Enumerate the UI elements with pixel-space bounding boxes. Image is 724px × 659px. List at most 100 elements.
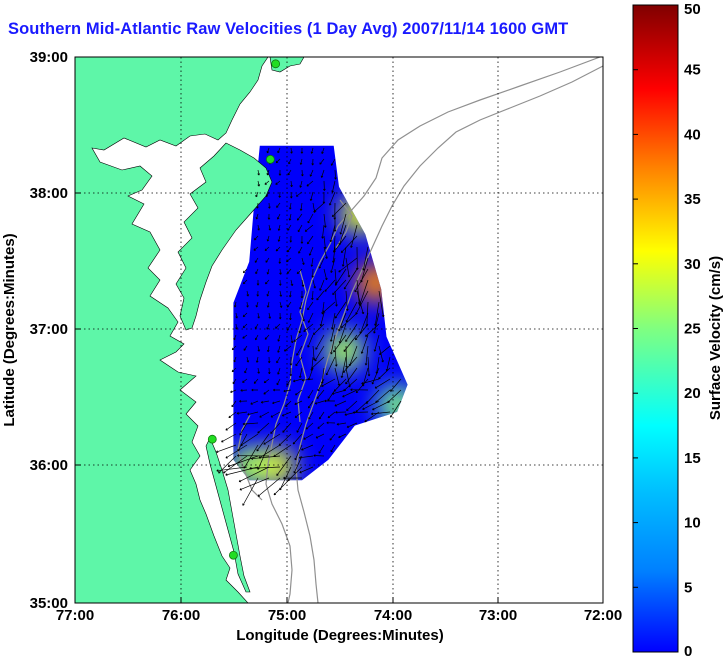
velocity-vector bbox=[225, 422, 237, 431]
velocity-vector bbox=[301, 378, 314, 382]
velocity-vector bbox=[215, 444, 237, 453]
velocity-vector bbox=[242, 279, 248, 285]
velocity-vector bbox=[319, 158, 325, 165]
colorbar-tick-label: 10 bbox=[684, 515, 701, 532]
velocity-vector bbox=[290, 180, 293, 188]
velocity-vector bbox=[299, 180, 303, 188]
y-tick-label: 37:00 bbox=[30, 321, 68, 338]
bathymetry-contour-shelf bbox=[265, 57, 601, 603]
velocity-vector bbox=[373, 312, 380, 334]
velocity-vector bbox=[256, 290, 260, 297]
colorbar-label: Surface Velocity (cm/s) bbox=[707, 256, 724, 420]
velocity-vector bbox=[320, 169, 325, 178]
land-mainland bbox=[75, 57, 269, 603]
velocity-vector bbox=[278, 169, 282, 176]
velocity-vector bbox=[235, 323, 238, 330]
velocity-vector bbox=[242, 312, 248, 318]
velocity-vector bbox=[354, 323, 369, 341]
velocity-vector bbox=[260, 400, 270, 404]
velocity-vector bbox=[316, 290, 325, 301]
velocity-vector bbox=[257, 422, 270, 434]
velocity-vector bbox=[276, 378, 281, 386]
velocity-vector bbox=[315, 334, 325, 350]
velocity-vector bbox=[331, 202, 347, 218]
y-axis-label: Latitude (Degrees:Minutes) bbox=[1, 233, 18, 426]
velocity-vector bbox=[314, 400, 325, 405]
velocity-vector bbox=[285, 400, 292, 408]
velocity-vector bbox=[340, 312, 358, 329]
velocity-vector bbox=[330, 334, 336, 355]
velocity-vector bbox=[299, 301, 303, 310]
velocity-vector bbox=[266, 301, 270, 308]
velocity-vector bbox=[268, 367, 271, 375]
velocity-vector bbox=[272, 400, 281, 405]
velocity-vector bbox=[345, 290, 349, 311]
velocity-vector bbox=[346, 422, 358, 428]
velocity-vector bbox=[314, 202, 325, 212]
velocity-vector bbox=[246, 301, 249, 308]
grid-lines bbox=[75, 57, 603, 603]
velocity-vector bbox=[317, 422, 325, 429]
velocity-vector bbox=[310, 257, 314, 267]
velocity-vector bbox=[307, 400, 314, 409]
colorbar-tick-label: 35 bbox=[684, 191, 701, 208]
velocity-vector bbox=[230, 389, 237, 393]
velocity-vector bbox=[263, 378, 270, 384]
velocity-vector bbox=[296, 345, 303, 356]
velocity-vector bbox=[290, 279, 294, 287]
velocity-vector bbox=[275, 323, 281, 329]
velocity-vector bbox=[268, 224, 272, 231]
velocity-vector bbox=[321, 301, 325, 315]
velocity-vector bbox=[270, 411, 281, 418]
velocity-vector bbox=[294, 400, 303, 405]
velocity-vector bbox=[243, 345, 248, 351]
velocity-vector bbox=[256, 202, 259, 209]
velocity-vector bbox=[354, 268, 369, 293]
velocity-vector bbox=[256, 433, 270, 452]
velocity-vector bbox=[255, 213, 259, 220]
velocity-vector bbox=[288, 213, 292, 221]
velocity-vector bbox=[334, 345, 338, 367]
velocity-vector bbox=[352, 411, 369, 414]
velocity-vector bbox=[257, 345, 261, 352]
velocity-vector bbox=[276, 356, 281, 364]
velocity-vector bbox=[299, 202, 303, 211]
velocity-vector bbox=[242, 268, 248, 274]
velocity-vector bbox=[338, 312, 347, 332]
velocity-vector bbox=[323, 213, 327, 228]
radar-stations bbox=[207, 59, 281, 560]
velocity-vector bbox=[216, 466, 248, 472]
colorbar-tick-label: 45 bbox=[684, 62, 701, 79]
velocity-vector bbox=[295, 389, 303, 396]
velocity-vector bbox=[242, 378, 248, 383]
velocity-vector bbox=[279, 301, 283, 308]
velocity-vector bbox=[338, 433, 347, 439]
velocity-vector bbox=[277, 334, 281, 342]
velocity-vector bbox=[307, 312, 314, 323]
velocity-vector bbox=[257, 312, 260, 319]
velocity-vector bbox=[289, 356, 293, 366]
velocity-vector bbox=[324, 279, 336, 292]
colorbar-tick-label: 0 bbox=[684, 643, 692, 659]
x-tick-label: 72:00 bbox=[584, 607, 622, 624]
velocity-vector bbox=[257, 224, 260, 231]
velocity-vector bbox=[235, 312, 239, 319]
velocity-vector bbox=[267, 356, 271, 364]
velocity-vector bbox=[300, 291, 304, 299]
velocity-vector bbox=[307, 235, 314, 245]
velocity-vector bbox=[273, 477, 292, 496]
velocity-vector bbox=[317, 378, 325, 392]
velocity-vector bbox=[257, 367, 261, 374]
velocity-vector bbox=[295, 356, 303, 367]
velocity-vector bbox=[301, 169, 304, 177]
velocity-vector bbox=[268, 202, 271, 209]
velocity-vector bbox=[342, 356, 358, 373]
velocity-vector bbox=[340, 356, 347, 379]
velocity-vector bbox=[231, 367, 237, 373]
velocity-vector bbox=[233, 334, 237, 341]
velocity-vector bbox=[307, 389, 314, 399]
velocity-vector bbox=[257, 477, 281, 497]
velocity-vector bbox=[255, 268, 259, 275]
velocity-vector bbox=[300, 235, 304, 244]
velocity-vector bbox=[323, 180, 326, 191]
